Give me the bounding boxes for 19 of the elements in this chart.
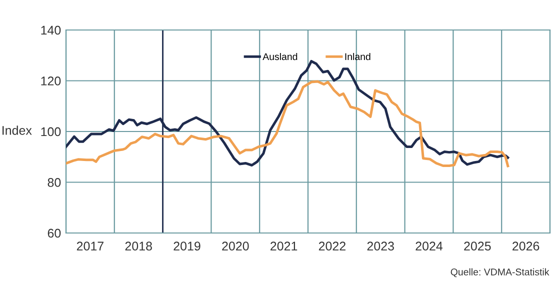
x-tick-label: 2021: [270, 242, 298, 251]
legend-label: Ausland: [262, 52, 298, 60]
x-tick-label: 2026: [512, 242, 540, 251]
y-tick-label: 80: [48, 178, 61, 187]
source-note: Quelle: VDMA-Statistik: [450, 268, 550, 278]
x-tick-label: 2018: [125, 242, 152, 251]
x-tick-label: 2023: [367, 242, 394, 251]
y-tick-label: 120: [41, 76, 61, 86]
y-tick-label: 140: [41, 26, 61, 35]
x-tick-label: 2022: [318, 242, 346, 251]
x-tick-label: 2020: [222, 242, 249, 251]
y-axis-title: Index: [2, 126, 32, 135]
line-series: [66, 80, 510, 168]
x-tick-label: 2025: [464, 242, 491, 251]
y-tick-label: 60: [48, 228, 61, 238]
x-tick-label: 2019: [174, 242, 200, 251]
y-tick-label: 100: [41, 127, 61, 136]
x-tick-label: 2017: [76, 242, 104, 251]
x-tick-label: 2024: [416, 242, 443, 251]
